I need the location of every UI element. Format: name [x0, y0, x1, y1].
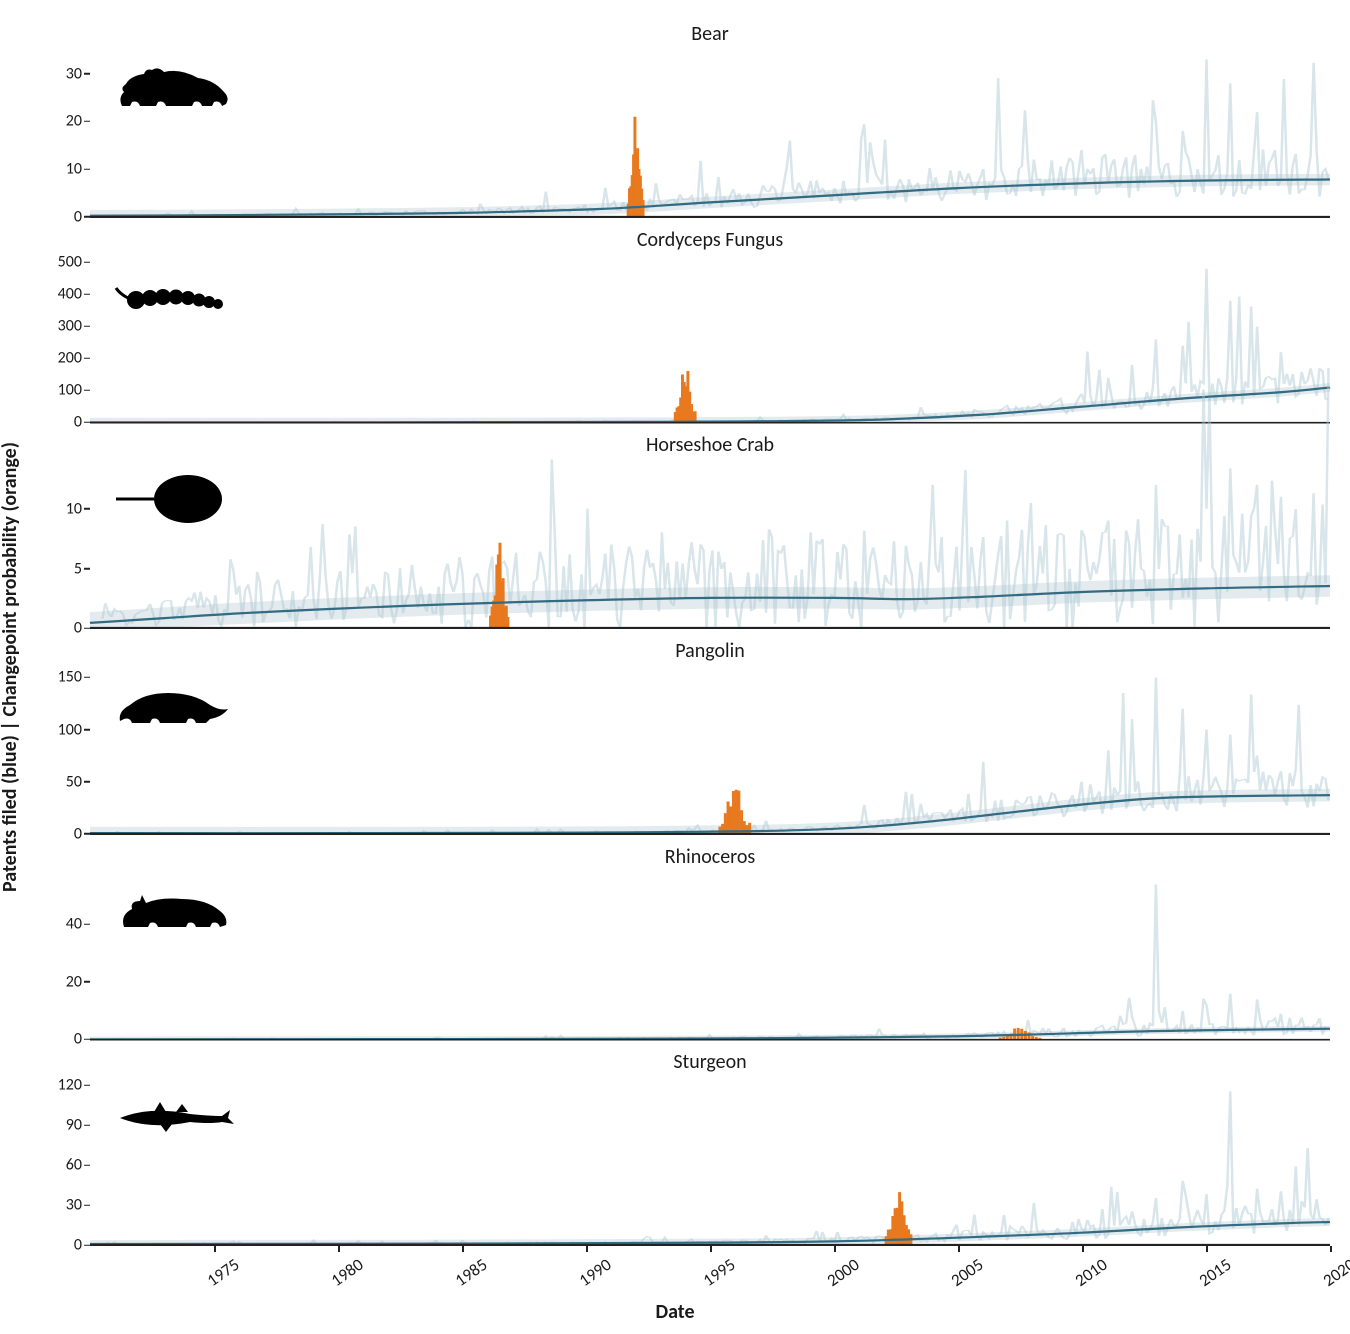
x-tick-label: 1975	[203, 1254, 243, 1291]
y-tick-label: 400	[58, 285, 82, 304]
figure-root: Patents filed (blue) | Changepoint proba…	[20, 20, 1330, 1314]
y-axis-label: Patents filed (blue) | Changepoint proba…	[0, 442, 22, 892]
x-axis-label: Date	[655, 1300, 694, 1324]
y-tick-label: 300	[58, 317, 82, 336]
plot-area: 02040	[90, 873, 1330, 1041]
y-tick-label: 0	[74, 1236, 82, 1255]
y-tick-label: 0	[74, 207, 82, 226]
panel-title: Sturgeon	[90, 1050, 1330, 1074]
panel-pangolin: Pangolin 050100150	[90, 637, 1330, 835]
panel-title: Rhinoceros	[90, 845, 1330, 869]
plot-area: 0306090120	[90, 1078, 1330, 1246]
plot-area: 0100200300400500	[90, 256, 1330, 424]
x-tick-label: 1980	[327, 1254, 367, 1291]
y-tick-label: 5	[74, 559, 82, 578]
y-tick-label: 20	[66, 972, 82, 991]
y-tick-label: 40	[66, 915, 82, 934]
x-tick-label: 2000	[823, 1254, 863, 1291]
plot-svg	[90, 667, 1330, 834]
plot-svg	[90, 256, 1330, 423]
panel-cordyceps: Cordyceps Fungus 0100200300400500	[90, 226, 1330, 424]
y-tick-label: 20	[66, 112, 82, 131]
y-tick-label: 10	[66, 499, 82, 518]
panel-title: Bear	[90, 22, 1330, 46]
y-tick-label: 120	[58, 1076, 82, 1095]
x-tick-label: 1995	[699, 1254, 739, 1291]
panel-horseshoe: Horseshoe Crab 0510	[90, 431, 1330, 629]
plot-area: 050100150	[90, 667, 1330, 835]
y-tick-label: 50	[66, 772, 82, 791]
raw-series-line	[102, 677, 1328, 833]
y-tick-label: 30	[66, 1196, 82, 1215]
plot-svg	[90, 50, 1330, 217]
y-tick-label: 200	[58, 349, 82, 368]
panel-sturgeon: Sturgeon 0306090120	[90, 1048, 1330, 1246]
y-tick-label: 0	[74, 413, 82, 432]
x-tick-label: 2005	[947, 1254, 987, 1291]
x-tick-label: 1985	[451, 1254, 491, 1291]
y-tick-label: 100	[58, 720, 82, 739]
panel-bear: Bear 0102030	[90, 20, 1330, 218]
raw-series-line	[102, 884, 1328, 1039]
plot-area: 0510	[90, 461, 1330, 629]
confidence-band	[90, 789, 1330, 834]
x-tick-label: 2020	[1319, 1254, 1350, 1291]
plot-area: 0102030	[90, 50, 1330, 218]
panel-title: Cordyceps Fungus	[90, 228, 1330, 252]
x-tick-label: 1990	[575, 1254, 615, 1291]
y-tick-label: 10	[66, 160, 82, 179]
y-tick-label: 100	[58, 381, 82, 400]
y-tick-label: 150	[58, 668, 82, 687]
y-tick-label: 500	[58, 253, 82, 272]
x-tick-label: 2010	[1071, 1254, 1111, 1291]
y-tick-label: 0	[74, 619, 82, 638]
raw-series-line	[102, 269, 1328, 423]
panel-title: Horseshoe Crab	[90, 433, 1330, 457]
plot-svg	[90, 461, 1330, 628]
y-tick-label: 0	[74, 824, 82, 843]
plot-svg	[90, 873, 1330, 1040]
x-axis-ticks: 1975198019851990199520002005201020152020	[90, 1254, 1330, 1294]
x-tick-label: 2015	[1195, 1254, 1235, 1291]
panel-rhino: Rhinoceros 02040	[90, 843, 1330, 1041]
y-tick-label: 60	[66, 1156, 82, 1175]
panels-container: Bear 0102030 Cordyceps Fungus 010020030040…	[90, 20, 1330, 1254]
y-tick-label: 90	[66, 1116, 82, 1135]
panel-title: Pangolin	[90, 639, 1330, 663]
y-tick-label: 30	[66, 64, 82, 83]
raw-series-line	[102, 60, 1328, 217]
y-tick-label: 0	[74, 1030, 82, 1049]
plot-svg	[90, 1078, 1330, 1245]
raw-series-line	[102, 1092, 1328, 1245]
